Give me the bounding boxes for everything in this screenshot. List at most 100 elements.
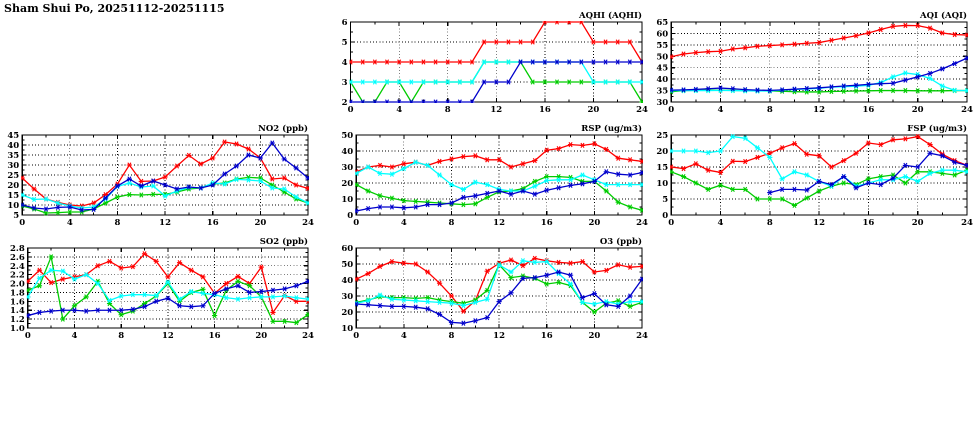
series-group-fsp <box>670 134 968 209</box>
series-aqhi-day3 <box>349 59 643 85</box>
svg-text:4: 4 <box>401 218 407 228</box>
svg-text:1.4: 1.4 <box>10 306 25 316</box>
svg-text:2.6: 2.6 <box>10 253 25 263</box>
svg-text:35: 35 <box>656 87 668 97</box>
svg-text:20: 20 <box>254 218 266 228</box>
svg-text:20: 20 <box>255 331 267 341</box>
svg-text:16: 16 <box>209 331 221 341</box>
svg-text:24: 24 <box>961 218 973 228</box>
svg-text:12: 12 <box>159 218 171 228</box>
svg-text:24: 24 <box>302 218 314 228</box>
svg-text:25: 25 <box>7 171 19 181</box>
svg-text:4: 4 <box>718 218 724 228</box>
svg-text:45: 45 <box>656 64 668 74</box>
svg-text:20: 20 <box>7 181 19 191</box>
series-so2-day1 <box>26 251 310 316</box>
svg-text:2.0: 2.0 <box>10 280 25 290</box>
svg-text:0: 0 <box>353 218 359 228</box>
series-group-aqi <box>670 22 968 95</box>
series-group-so2 <box>26 251 310 326</box>
svg-text:1.8: 1.8 <box>10 288 25 298</box>
gridlines-o3 <box>356 248 642 328</box>
svg-text:20: 20 <box>341 179 353 189</box>
series-group-no2 <box>21 139 309 216</box>
svg-text:40: 40 <box>341 147 353 157</box>
svg-text:2.4: 2.4 <box>10 262 25 272</box>
chart-title-rsp: RSP (ug/m3) <box>581 123 642 134</box>
svg-text:0: 0 <box>347 211 353 221</box>
chart-title-aqhi: AQHI (AQHI) <box>578 10 642 21</box>
svg-text:20: 20 <box>912 218 924 228</box>
svg-text:60: 60 <box>341 244 353 254</box>
series-group-o3 <box>355 255 643 326</box>
svg-text:0: 0 <box>668 218 674 228</box>
svg-text:5: 5 <box>13 211 19 221</box>
svg-text:30: 30 <box>341 163 353 173</box>
page-title: Sham Shui Po, 20251112-20251115 <box>4 2 225 15</box>
svg-text:20: 20 <box>341 308 353 318</box>
svg-text:8: 8 <box>767 105 773 115</box>
chart-panel-fsp: FSP (ug/m3) 0 5 10 15 20 25 0 4 8 12 16 20 24 <box>651 121 973 233</box>
series-fsp-day2 <box>670 167 968 209</box>
chart-title-o3: O3 (ppb) <box>600 236 642 247</box>
svg-text:12: 12 <box>813 218 825 228</box>
svg-text:4: 4 <box>718 105 724 115</box>
svg-text:40: 40 <box>341 276 353 286</box>
svg-text:10: 10 <box>656 179 668 189</box>
svg-text:6: 6 <box>342 18 348 28</box>
chart-panel-aqi: AQI (AQI) 30 35 40 45 50 55 60 65 0 4 8 12 16 20 24 <box>651 8 973 120</box>
series-no2-day4 <box>21 140 309 213</box>
svg-text:8: 8 <box>767 218 773 228</box>
chart-panel-no2: NO2 (ppb) 5 10 15 20 25 30 35 40 45 0 4 8 12 16 20 24 <box>2 121 314 233</box>
series-aqi-day4 <box>670 55 968 93</box>
svg-text:0: 0 <box>353 331 359 341</box>
svg-text:15: 15 <box>656 163 668 173</box>
series-fsp-day1 <box>670 134 968 176</box>
svg-text:16: 16 <box>541 218 553 228</box>
series-group-rsp <box>355 141 643 214</box>
svg-text:5: 5 <box>662 195 668 205</box>
svg-text:3: 3 <box>342 78 348 88</box>
series-o3-day4 <box>355 269 643 326</box>
chart-title-aqi: AQI (AQI) <box>919 10 967 21</box>
chart-panel-rsp: RSP (ug/m3) 0 10 20 30 40 50 0 4 8 12 16 20 24 <box>336 121 648 233</box>
axes-rsp: 0 10 20 30 40 50 0 4 8 12 16 20 24 <box>341 131 648 228</box>
svg-text:20: 20 <box>588 331 600 341</box>
series-aqhi-day4 <box>349 59 643 103</box>
svg-text:40: 40 <box>7 141 19 151</box>
svg-text:40: 40 <box>656 75 668 85</box>
svg-text:16: 16 <box>862 105 874 115</box>
svg-text:16: 16 <box>539 105 551 115</box>
gridlines-rsp <box>356 135 642 215</box>
svg-text:12: 12 <box>493 218 505 228</box>
svg-text:8: 8 <box>115 218 121 228</box>
svg-text:0: 0 <box>662 211 668 221</box>
svg-text:2: 2 <box>342 98 348 108</box>
gridlines-fsp <box>671 135 967 215</box>
svg-text:2.2: 2.2 <box>10 271 25 281</box>
svg-text:8: 8 <box>118 331 124 341</box>
axes-o3: 10 20 30 40 50 60 0 4 8 12 16 20 24 <box>341 244 648 341</box>
svg-text:0: 0 <box>348 105 354 115</box>
svg-text:2.8: 2.8 <box>10 244 25 254</box>
svg-text:20: 20 <box>912 105 924 115</box>
series-so2-day4 <box>26 278 310 319</box>
svg-text:35: 35 <box>7 151 19 161</box>
svg-text:16: 16 <box>541 331 553 341</box>
svg-text:30: 30 <box>341 292 353 302</box>
svg-text:50: 50 <box>656 52 668 62</box>
svg-text:4: 4 <box>342 58 348 68</box>
svg-text:10: 10 <box>7 201 19 211</box>
series-fsp-day4 <box>767 150 968 196</box>
svg-text:25: 25 <box>656 131 668 141</box>
chart-title-no2: NO2 (ppb) <box>258 123 308 134</box>
svg-text:12: 12 <box>162 331 174 341</box>
svg-text:4: 4 <box>72 331 78 341</box>
svg-text:8: 8 <box>445 105 451 115</box>
svg-text:24: 24 <box>961 105 973 115</box>
svg-text:20: 20 <box>656 147 668 157</box>
series-so2-day3 <box>26 267 310 304</box>
svg-text:24: 24 <box>636 331 648 341</box>
